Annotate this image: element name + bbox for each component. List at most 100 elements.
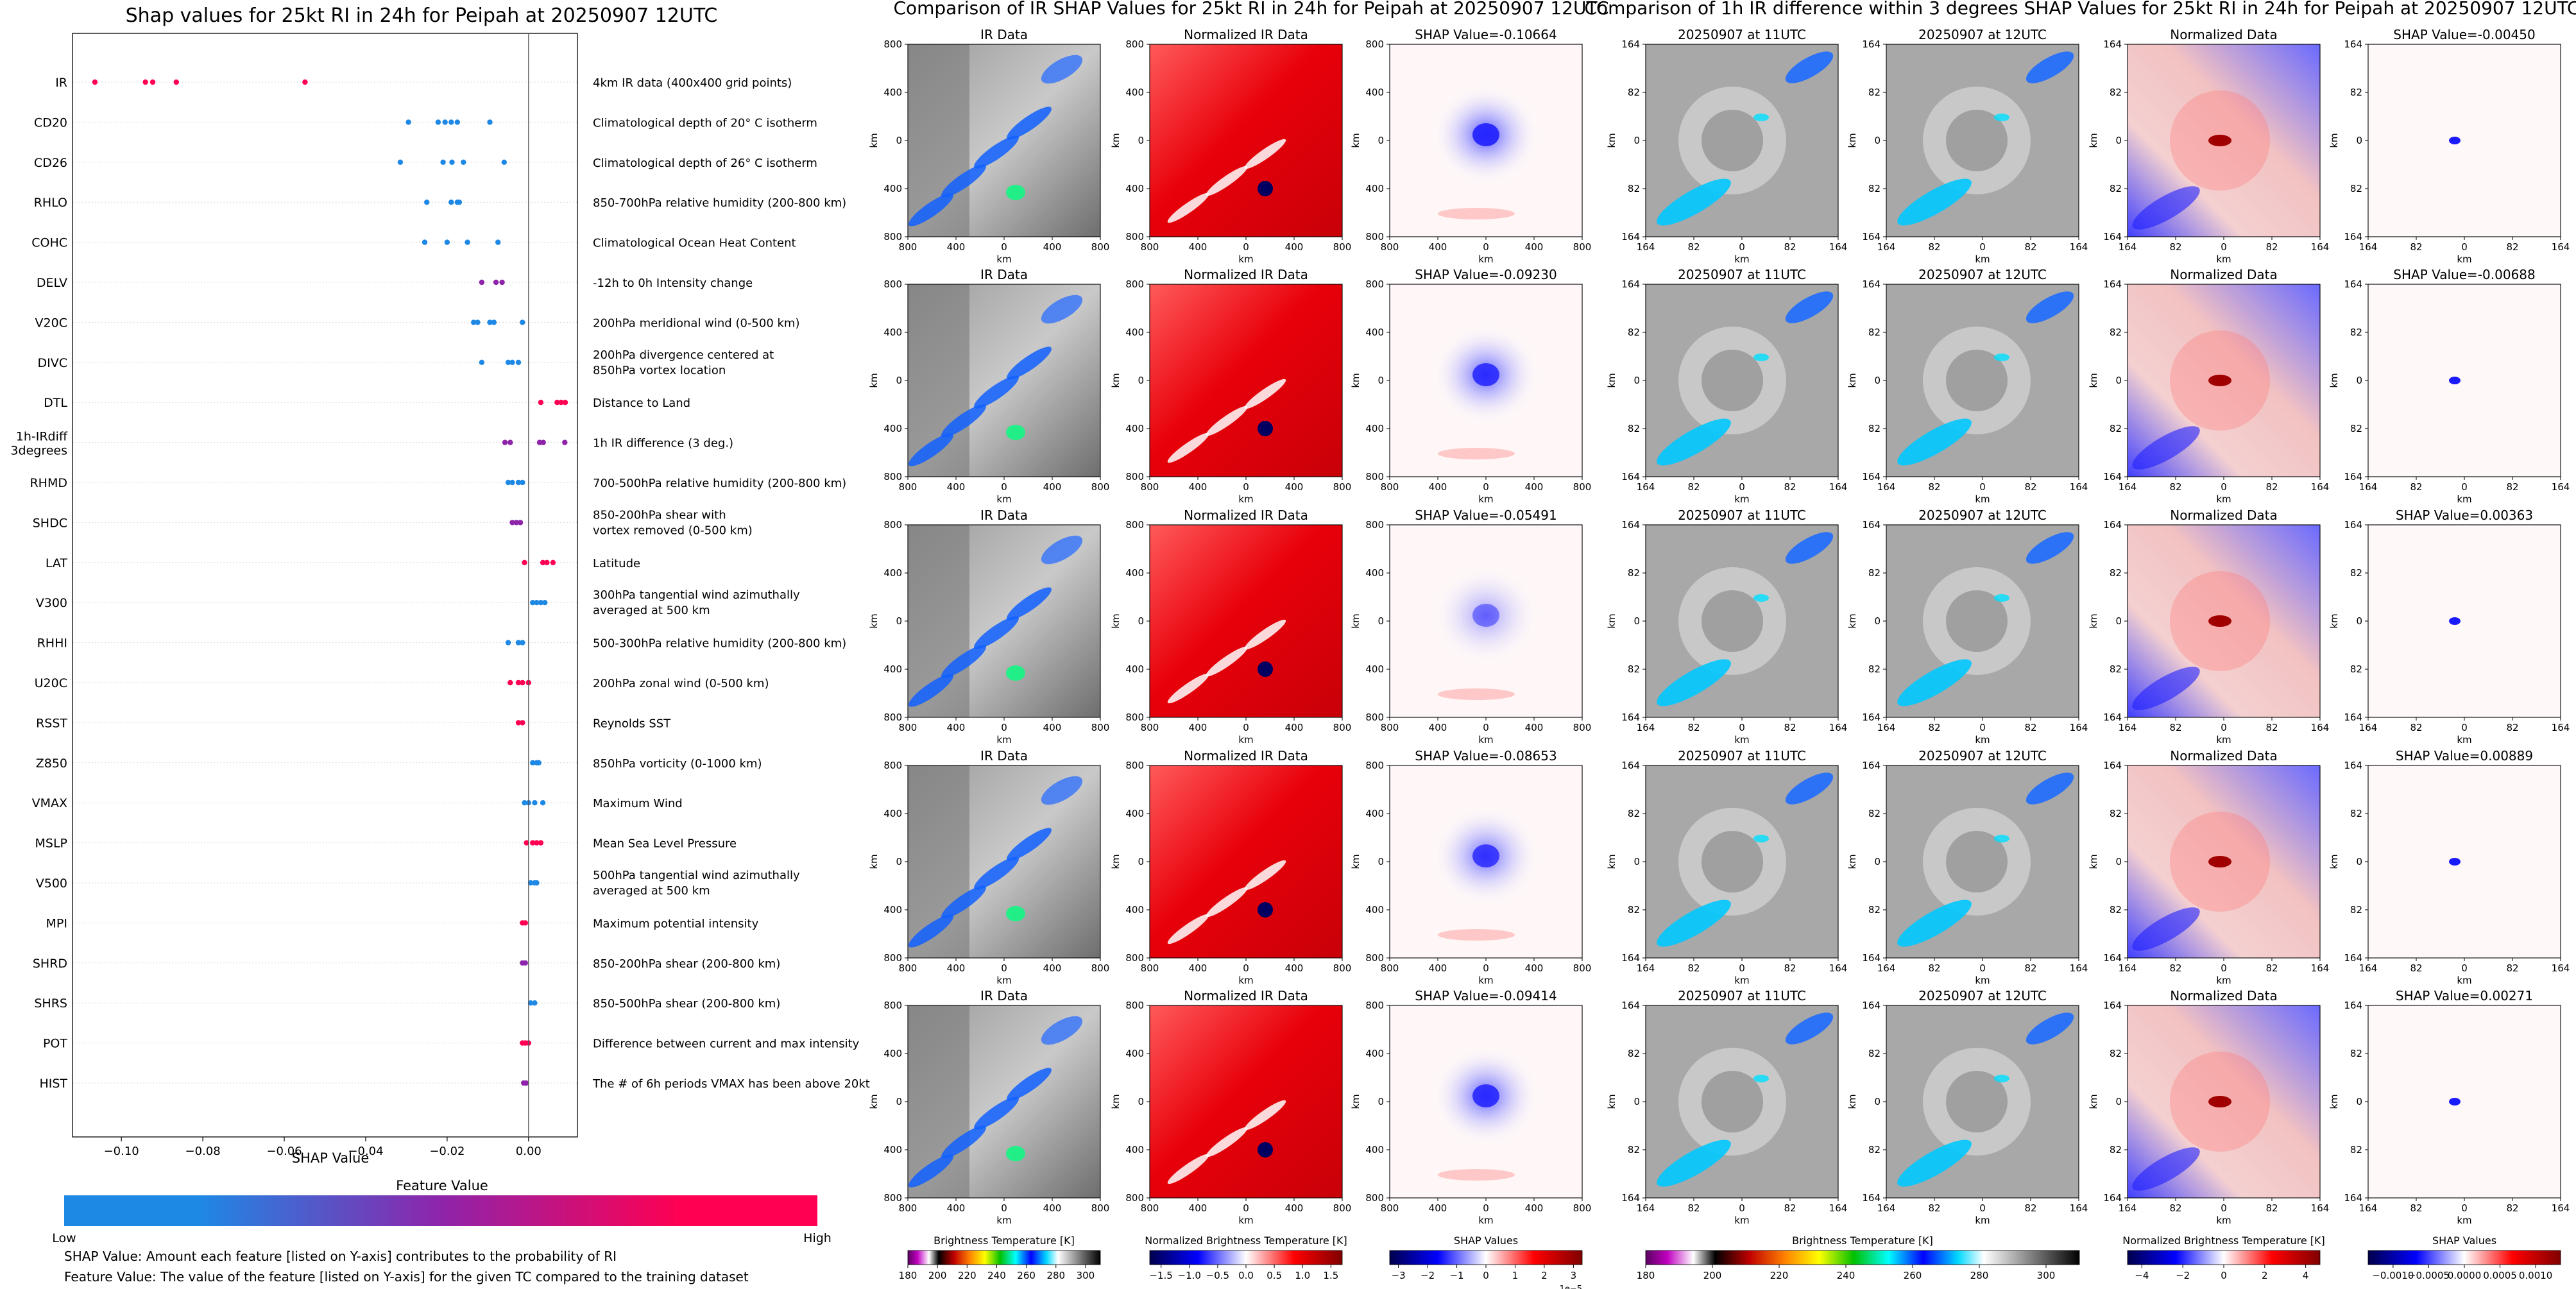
y-tick-label: 800	[883, 1192, 902, 1204]
y-axis-label: km	[2328, 373, 2340, 388]
x-tick-label: 0	[2461, 1202, 2468, 1214]
x-axis-label: km	[1734, 493, 1749, 505]
y-tick-label: 164	[2103, 38, 2122, 50]
x-tick-label: −0.04	[348, 1145, 383, 1158]
negative-band	[2132, 426, 2200, 470]
shap-point	[536, 760, 542, 766]
y-tick-label: 800	[1125, 760, 1144, 771]
y-tick-label: 164	[2103, 1192, 2122, 1204]
x-axis-label: km	[996, 493, 1011, 505]
shap-point	[538, 840, 544, 846]
y-tick-label: 164	[1621, 471, 1640, 482]
colorbar-tick-label: −0.0010	[2372, 1270, 2414, 1281]
x-tick-label: 82	[2169, 1202, 2181, 1214]
x-tick-label: 800	[899, 962, 917, 974]
x-tick-label: 164	[2552, 962, 2570, 974]
shap-value-note: SHAP Value: Amount each feature [listed …	[64, 1249, 617, 1264]
shap-point	[520, 320, 525, 325]
y-tick-label: 800	[1365, 1192, 1384, 1204]
cold-cloud-band	[941, 1125, 986, 1159]
colorbar-tick-label: −0.5	[1206, 1270, 1229, 1281]
cloud-spiral	[1946, 1071, 2008, 1132]
cloud-spiral	[1702, 110, 1763, 171]
x-tick-label: 0	[1243, 481, 1249, 493]
y-axis-label: km	[2328, 613, 2340, 628]
x-tick-label: 164	[2070, 722, 2088, 733]
shap-point	[522, 800, 527, 806]
shap-core	[1472, 604, 1499, 627]
y-tick-label: 400	[1125, 327, 1144, 338]
panel-title: SHAP Value=-0.05491	[1415, 508, 1557, 523]
y-axis-label: km	[1847, 373, 1858, 388]
y-tick-label: 800	[1125, 278, 1144, 290]
feature-label: CD20	[34, 115, 67, 130]
shap-core	[1472, 1084, 1499, 1107]
y-tick-label: 0	[2356, 135, 2362, 146]
shap-positive-band	[1438, 448, 1515, 459]
shap-point	[499, 279, 505, 286]
x-tick-label: 400	[1525, 481, 1544, 493]
shap-map-tint	[2368, 284, 2561, 477]
x-axis-label: km	[1478, 734, 1493, 746]
y-tick-label: 164	[2103, 519, 2122, 531]
x-tick-label: 400	[1285, 1202, 1304, 1214]
shap-point	[508, 679, 513, 686]
shap-point	[475, 320, 481, 325]
x-tick-label: 0	[1001, 722, 1007, 733]
cold-cloud-band	[908, 914, 953, 948]
x-tick-label: −0.10	[104, 1145, 139, 1158]
y-axis-label: km	[1350, 373, 1361, 388]
panel-title: 20250907 at 11UTC	[1678, 508, 1806, 523]
cold-cloud-band	[1007, 828, 1052, 861]
shap-point	[501, 159, 507, 165]
feature-description: 300hPa tangential wind azimuthally	[593, 588, 800, 602]
y-tick-label: 164	[2103, 712, 2122, 723]
x-axis-label: km	[2457, 253, 2471, 265]
shap-point	[435, 119, 441, 125]
cold-cloud-band	[1244, 619, 1286, 650]
y-tick-label: 82	[1628, 87, 1640, 98]
x-tick-label: 82	[2265, 962, 2278, 974]
feature-description: 1h IR difference (3 deg.)	[593, 437, 733, 450]
feature-label: RHLO	[34, 196, 67, 210]
y-tick-label: 400	[1365, 904, 1384, 916]
x-tick-label: 800	[1091, 1202, 1110, 1214]
x-tick-label: 0	[2461, 481, 2468, 493]
cold-cloud-band	[1657, 418, 1731, 466]
panel-title: 20250907 at 12UTC	[1918, 748, 2047, 764]
y-tick-label: 82	[2110, 663, 2122, 675]
x-tick-label: 164	[2311, 1202, 2330, 1214]
x-tick-label: 800	[1381, 241, 1399, 253]
y-axis-label: km	[868, 373, 880, 388]
feature-label: CD26	[34, 156, 67, 170]
y-tick-label: 0	[2356, 615, 2362, 627]
x-axis-label: km	[1734, 1215, 1749, 1226]
cold-cloud-band	[1897, 418, 1972, 466]
y-tick-label: 164	[2103, 1000, 2122, 1011]
x-tick-label: 164	[2359, 481, 2378, 493]
x-axis-label: km	[1478, 975, 1493, 986]
x-tick-label: 400	[947, 962, 966, 974]
colorbar-tick-label: 300	[2037, 1270, 2056, 1281]
y-tick-label: 0	[896, 615, 902, 627]
feature-label: RHHI	[37, 636, 67, 651]
panel-title: SHAP Value=0.00363	[2396, 508, 2533, 523]
cold-cloud-band	[1244, 139, 1286, 169]
y-tick-label: 0	[2115, 135, 2122, 146]
shap-point	[454, 119, 460, 125]
x-tick-label: 0	[2221, 1202, 2227, 1214]
x-tick-label: 164	[2070, 481, 2088, 493]
cold-cloud-band	[1041, 535, 1083, 565]
x-tick-label: 82	[2410, 962, 2422, 974]
y-tick-label: 800	[883, 519, 902, 531]
feature-description: Difference between current and max inten…	[593, 1037, 860, 1051]
y-tick-label: 0	[1138, 135, 1144, 146]
shap-point	[149, 79, 156, 85]
colorbar	[2127, 1250, 2321, 1265]
y-tick-label: 82	[1628, 327, 1640, 338]
x-axis-label: km	[996, 253, 1011, 265]
x-tick-label: 82	[2024, 241, 2036, 253]
y-tick-label: 400	[883, 327, 902, 338]
x-tick-label: 82	[1687, 481, 1700, 493]
